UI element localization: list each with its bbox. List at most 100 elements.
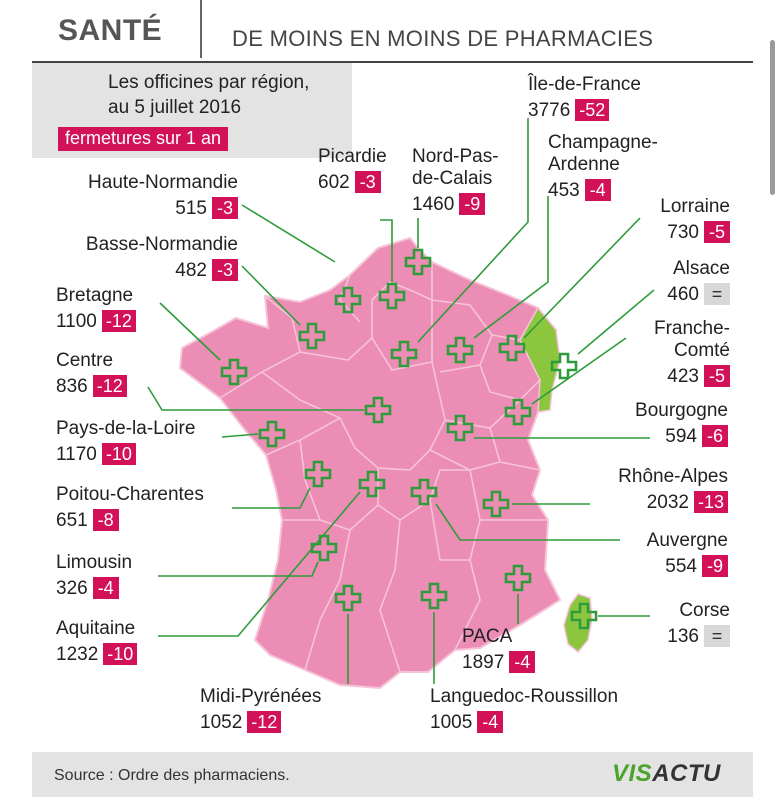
region-label-haute-normandie: Haute-Normandie 515 -3 xyxy=(52,172,238,220)
pharmacy-count: 3776 xyxy=(528,100,571,121)
region-label-aquitaine: Aquitaine 1232 -10 xyxy=(56,618,256,666)
leader-line-alsace xyxy=(577,289,655,355)
region-name: Poitou-Charentes xyxy=(56,484,204,505)
region-label-pays-de-la-loire: Pays-de-la-Loire 1170 -10 xyxy=(56,418,256,466)
leader-line-lorraine xyxy=(523,217,641,339)
closures-badge: -4 xyxy=(92,577,119,599)
cross-icon-bourgogne xyxy=(446,414,474,442)
cross-icon-basse-normandie xyxy=(298,322,326,350)
region-label-languedoc-roussillon: Languedoc-Roussillon 1005 -4 xyxy=(430,686,670,734)
header: SANTÉ DE MOINS EN MOINS DE PHARMACIES xyxy=(32,0,752,62)
region-name: Picardie xyxy=(318,146,387,167)
pharmacy-count: 136 xyxy=(667,626,699,647)
pharmacy-count: 1170 xyxy=(56,444,97,465)
leader-line-champagne-ardenne xyxy=(473,196,549,339)
region-label-picardie: Picardie 602 -3 xyxy=(318,146,408,194)
region-name-line-2: de-Calais xyxy=(412,168,493,189)
closures-badge: -6 xyxy=(702,425,728,447)
pharmacy-count: 594 xyxy=(665,426,697,447)
logo-part-1: VIS xyxy=(612,760,653,787)
source-text: Source : Ordre des pharmaciens. xyxy=(54,767,290,784)
region-name: Île-de-France xyxy=(528,74,641,95)
legend-line-2: au 5 juillet 2016 xyxy=(108,97,242,118)
cross-icon-nord-pas-de-calais xyxy=(404,248,432,276)
closures-badge: -52 xyxy=(575,99,610,121)
pharmacy-count: 1460 xyxy=(412,194,455,215)
cross-icon-pays-de-la-loire xyxy=(258,420,286,448)
closures-badge: = xyxy=(704,625,730,647)
region-label-champagne-ardenne: Champagne- Ardenne 453 -4 xyxy=(548,132,716,202)
region-label-poitou-charentes: Poitou-Charentes 651 -8 xyxy=(56,484,256,532)
leader-line-bretagne xyxy=(159,302,221,361)
cross-icon-ile-de-france xyxy=(390,340,418,368)
region-name: Alsace xyxy=(672,258,730,279)
cross-icon-bretagne xyxy=(220,358,248,386)
region-name-line-1: Franche- xyxy=(653,318,730,339)
region-name: PACA xyxy=(462,626,513,647)
leader-line-haute-normandie xyxy=(241,204,336,263)
header-divider xyxy=(200,0,202,58)
region-name: Midi-Pyrénées xyxy=(200,686,322,707)
region-name-line-1: Nord-Pas- xyxy=(412,146,499,167)
pharmacy-count: 453 xyxy=(548,180,580,201)
scrollbar[interactable] xyxy=(770,40,775,195)
region-name: Bourgogne xyxy=(635,400,728,421)
region-label-limousin: Limousin 326 -4 xyxy=(56,552,256,600)
pharmacy-count: 423 xyxy=(667,366,699,387)
pharmacy-count: 2032 xyxy=(646,492,689,513)
leader-line-pays-de-la-loire xyxy=(221,433,259,438)
region-label-alsace: Alsace 460 = xyxy=(620,258,730,306)
pharmacy-count: 326 xyxy=(56,578,88,599)
pharmacy-count: 1052 xyxy=(200,712,243,733)
leader-line-poitou-charentes xyxy=(232,487,311,509)
cross-icon-languedoc-roussillon xyxy=(420,582,448,610)
region-label-centre: Centre 836 -12 xyxy=(56,350,176,398)
region-name: Haute-Normandie xyxy=(88,172,238,193)
closures-badge: -12 xyxy=(101,310,136,332)
region-label-auvergne: Auvergne 554 -9 xyxy=(560,530,728,578)
cross-icon-haute-normandie xyxy=(334,286,362,314)
closures-badge: -10 xyxy=(101,443,136,465)
category-title: SANTÉ xyxy=(58,14,163,47)
pharmacy-count: 1005 xyxy=(430,712,473,733)
header-rule xyxy=(32,61,753,63)
region-label-midi-pyrenees: Midi-Pyrénées 1052 -12 xyxy=(200,686,386,734)
closures-badge: -8 xyxy=(92,509,119,531)
region-label-lorraine: Lorraine 730 -5 xyxy=(620,196,730,244)
cross-icon-franche-comte xyxy=(504,398,532,426)
legend-closures-badge: fermetures sur 1 an xyxy=(58,127,229,151)
region-name: Pays-de-la-Loire xyxy=(56,418,196,439)
closures-badge: -13 xyxy=(693,491,728,513)
region-name: Centre xyxy=(56,350,114,371)
region-label-basse-normandie: Basse-Normandie 482 -3 xyxy=(52,234,238,282)
corsica-highlight xyxy=(563,593,593,654)
logo-part-2: ACTU xyxy=(652,760,721,787)
region-label-bourgogne: Bourgogne 594 -6 xyxy=(560,400,728,448)
pharmacy-count: 554 xyxy=(665,556,697,577)
region-name: Rhône-Alpes xyxy=(618,466,728,487)
headline: DE MOINS EN MOINS DE PHARMACIES xyxy=(232,26,654,51)
closures-badge: -4 xyxy=(477,711,504,733)
closures-badge: -12 xyxy=(92,375,127,397)
closures-badge: -3 xyxy=(212,259,238,281)
cross-icon-centre xyxy=(364,396,392,424)
cross-icon-auvergne xyxy=(410,478,438,506)
region-name-line-2: Comté xyxy=(674,340,730,361)
region-name-line-2: Ardenne xyxy=(548,154,620,175)
region-name: Auvergne xyxy=(646,530,728,551)
legend-line-1: Les officines par région, xyxy=(108,72,310,93)
region-label-ile-de-france: Île-de-France 3776 -52 xyxy=(528,74,668,122)
leader-line-franche-comte xyxy=(531,337,627,405)
cross-icon-corse xyxy=(570,602,598,630)
region-crosses xyxy=(220,248,598,630)
region-name: Limousin xyxy=(56,552,133,573)
cross-icon-lorraine xyxy=(498,334,526,362)
pharmacy-count: 651 xyxy=(56,510,88,531)
region-name: Lorraine xyxy=(660,196,730,217)
pharmacy-count: 460 xyxy=(667,284,699,305)
cross-icon-midi-pyrenees xyxy=(334,584,362,612)
cross-icon-poitou-charentes xyxy=(304,460,332,488)
closures-badge: -5 xyxy=(704,221,730,243)
region-label-corse: Corse 136 = xyxy=(620,600,730,648)
closures-badge: -4 xyxy=(509,651,536,673)
